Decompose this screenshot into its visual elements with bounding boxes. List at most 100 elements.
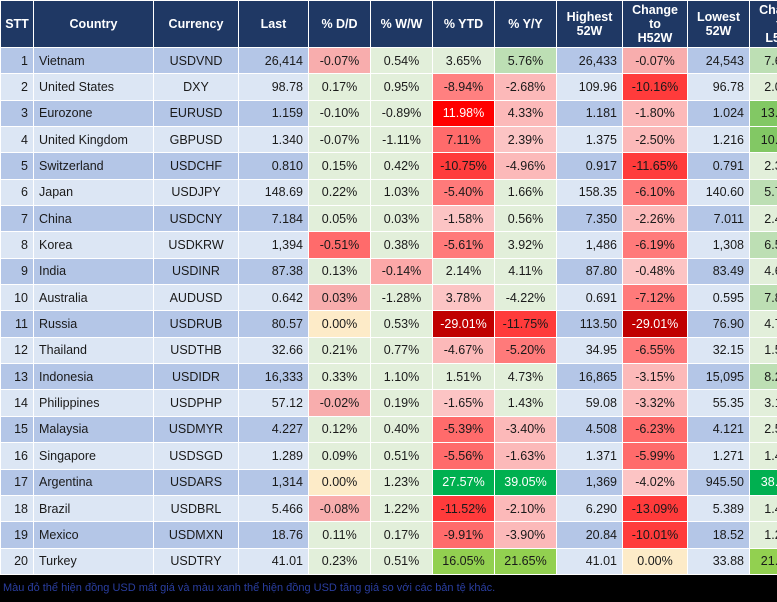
cell-dd: 0.33%	[308, 363, 371, 391]
cell-high52: 1,486	[556, 231, 623, 259]
cell-ytd: 3.78%	[432, 284, 495, 312]
cell-last: 57.12	[238, 389, 309, 417]
cell-chg_h52: -7.12%	[622, 284, 688, 312]
cell-ww: 0.53%	[370, 310, 433, 338]
cell-low52: 1,308	[687, 231, 750, 259]
cell-ww: -0.14%	[370, 257, 433, 286]
cell-dd: 0.22%	[308, 178, 371, 207]
table-row: 8 Korea USDKRW 1,394 -0.51% 0.38% -5.61% 3.92% 1…	[0, 231, 777, 259]
cell-country: United Kingdom	[33, 126, 154, 154]
cell-last: 18.76	[238, 521, 309, 549]
cell-last: 80.57	[238, 310, 309, 338]
cell-last: 148.69	[238, 178, 309, 207]
cell-high52: 109.96	[556, 73, 623, 101]
cell-last: 5.466	[238, 494, 309, 523]
cell-currency: USDJPY	[153, 178, 239, 207]
cell-low52: 33.88	[687, 547, 750, 576]
cell-stt: 16	[0, 442, 34, 470]
cell-last: 1,394	[238, 231, 309, 259]
cell-stt: 11	[0, 310, 34, 338]
cell-ytd: -11.52%	[432, 494, 495, 523]
cell-high52: 41.01	[556, 547, 623, 576]
cell-stt: 8	[0, 231, 34, 259]
cell-country: Turkey	[33, 547, 154, 576]
cell-low52: 32.15	[687, 336, 750, 365]
cell-high52: 1,369	[556, 468, 623, 496]
table-header-row: STT Country Currency Last% D/D% W/W% YTD% Y…	[0, 0, 777, 48]
cell-chg_h52: -6.23%	[622, 415, 688, 444]
cell-chg_h52: -10.01%	[622, 521, 688, 549]
cell-chg_l52: 38.97%	[749, 468, 777, 496]
cell-stt: 5	[0, 152, 34, 180]
cell-ww: -0.89%	[370, 99, 433, 128]
cell-currency: EURUSD	[153, 99, 239, 128]
cell-last: 0.642	[238, 284, 309, 312]
cell-currency: USDTRY	[153, 547, 239, 576]
cell-chg_l52: 3.19%	[749, 389, 777, 417]
table-row: 7 China USDCNY 7.184 0.05% 0.03% -1.58% 0.56% 7.…	[0, 205, 777, 233]
cell-country: Mexico	[33, 521, 154, 549]
cell-dd: 0.11%	[308, 521, 371, 549]
cell-ytd: -8.94%	[432, 73, 495, 101]
cell-stt: 6	[0, 178, 34, 207]
cell-low52: 15,095	[687, 363, 750, 391]
table-row: 16 Singapore USDSGD 1.289 0.09% 0.51% -5.56% -1…	[0, 442, 777, 470]
cell-stt: 3	[0, 99, 34, 128]
cell-currency: GBPUSD	[153, 126, 239, 154]
cell-yy: 3.92%	[494, 231, 557, 259]
cell-ww: 0.42%	[370, 152, 433, 180]
cell-country: Eurozone	[33, 99, 154, 128]
cell-country: Switzerland	[33, 152, 154, 180]
cell-last: 16,333	[238, 363, 309, 391]
table-row: 10 Australia AUDUSD 0.642 0.03% -1.28% 3.78% -4…	[0, 284, 777, 312]
cell-currency: DXY	[153, 73, 239, 101]
cell-dd: 0.17%	[308, 73, 371, 101]
cell-yy: 1.66%	[494, 178, 557, 207]
cell-chg_l52: 21.05%	[749, 547, 777, 576]
cell-ytd: 16.05%	[432, 547, 495, 576]
table-row: 18 Brazil USDBRL 5.466 -0.08% 1.22% -11.52% -2.…	[0, 494, 777, 523]
cell-ytd: 7.11%	[432, 126, 495, 154]
cell-dd: 0.00%	[308, 310, 371, 338]
cell-ytd: -9.91%	[432, 521, 495, 549]
cell-chg_l52: 1.43%	[749, 442, 777, 470]
cell-stt: 18	[0, 494, 34, 523]
cell-high52: 26,433	[556, 46, 623, 75]
cell-yy: -5.20%	[494, 336, 557, 365]
column-header-chg_h52: Change to H52W	[622, 0, 688, 48]
cell-low52: 140.60	[687, 178, 750, 207]
cell-stt: 17	[0, 468, 34, 496]
table-row: 4 United Kingdom GBPUSD 1.340 -0.07% -1.11% 7.…	[0, 126, 777, 154]
cell-chg_h52: -6.19%	[622, 231, 688, 259]
cell-dd: 0.03%	[308, 284, 371, 312]
cell-last: 4.227	[238, 415, 309, 444]
cell-chg_l52: 8.20%	[749, 363, 777, 391]
cell-chg_h52: -3.32%	[622, 389, 688, 417]
cell-high52: 6.290	[556, 494, 623, 523]
cell-low52: 1.024	[687, 99, 750, 128]
cell-stt: 10	[0, 284, 34, 312]
cell-chg_h52: -3.15%	[622, 363, 688, 391]
cell-chg_h52: -0.07%	[622, 46, 688, 75]
cell-yy: 2.39%	[494, 126, 557, 154]
cell-chg_l52: 2.57%	[749, 415, 777, 444]
cell-low52: 24,543	[687, 46, 750, 75]
column-header-dd: % D/D	[308, 0, 371, 48]
cell-dd: 0.00%	[308, 468, 371, 496]
cell-chg_h52: -4.02%	[622, 468, 688, 496]
cell-high52: 0.691	[556, 284, 623, 312]
cell-last: 98.78	[238, 73, 309, 101]
cell-ytd: -29.01%	[432, 310, 495, 338]
cell-stt: 1	[0, 46, 34, 75]
cell-dd: 0.23%	[308, 547, 371, 576]
cell-yy: -1.63%	[494, 442, 557, 470]
cell-chg_h52: -6.55%	[622, 336, 688, 365]
cell-ytd: 11.98%	[432, 99, 495, 128]
cell-ytd: 2.14%	[432, 257, 495, 286]
cell-yy: -3.90%	[494, 521, 557, 549]
cell-country: Indonesia	[33, 363, 154, 391]
cell-country: Philippines	[33, 389, 154, 417]
cell-ytd: -5.40%	[432, 178, 495, 207]
cell-yy: -4.96%	[494, 152, 557, 180]
cell-country: Korea	[33, 231, 154, 259]
